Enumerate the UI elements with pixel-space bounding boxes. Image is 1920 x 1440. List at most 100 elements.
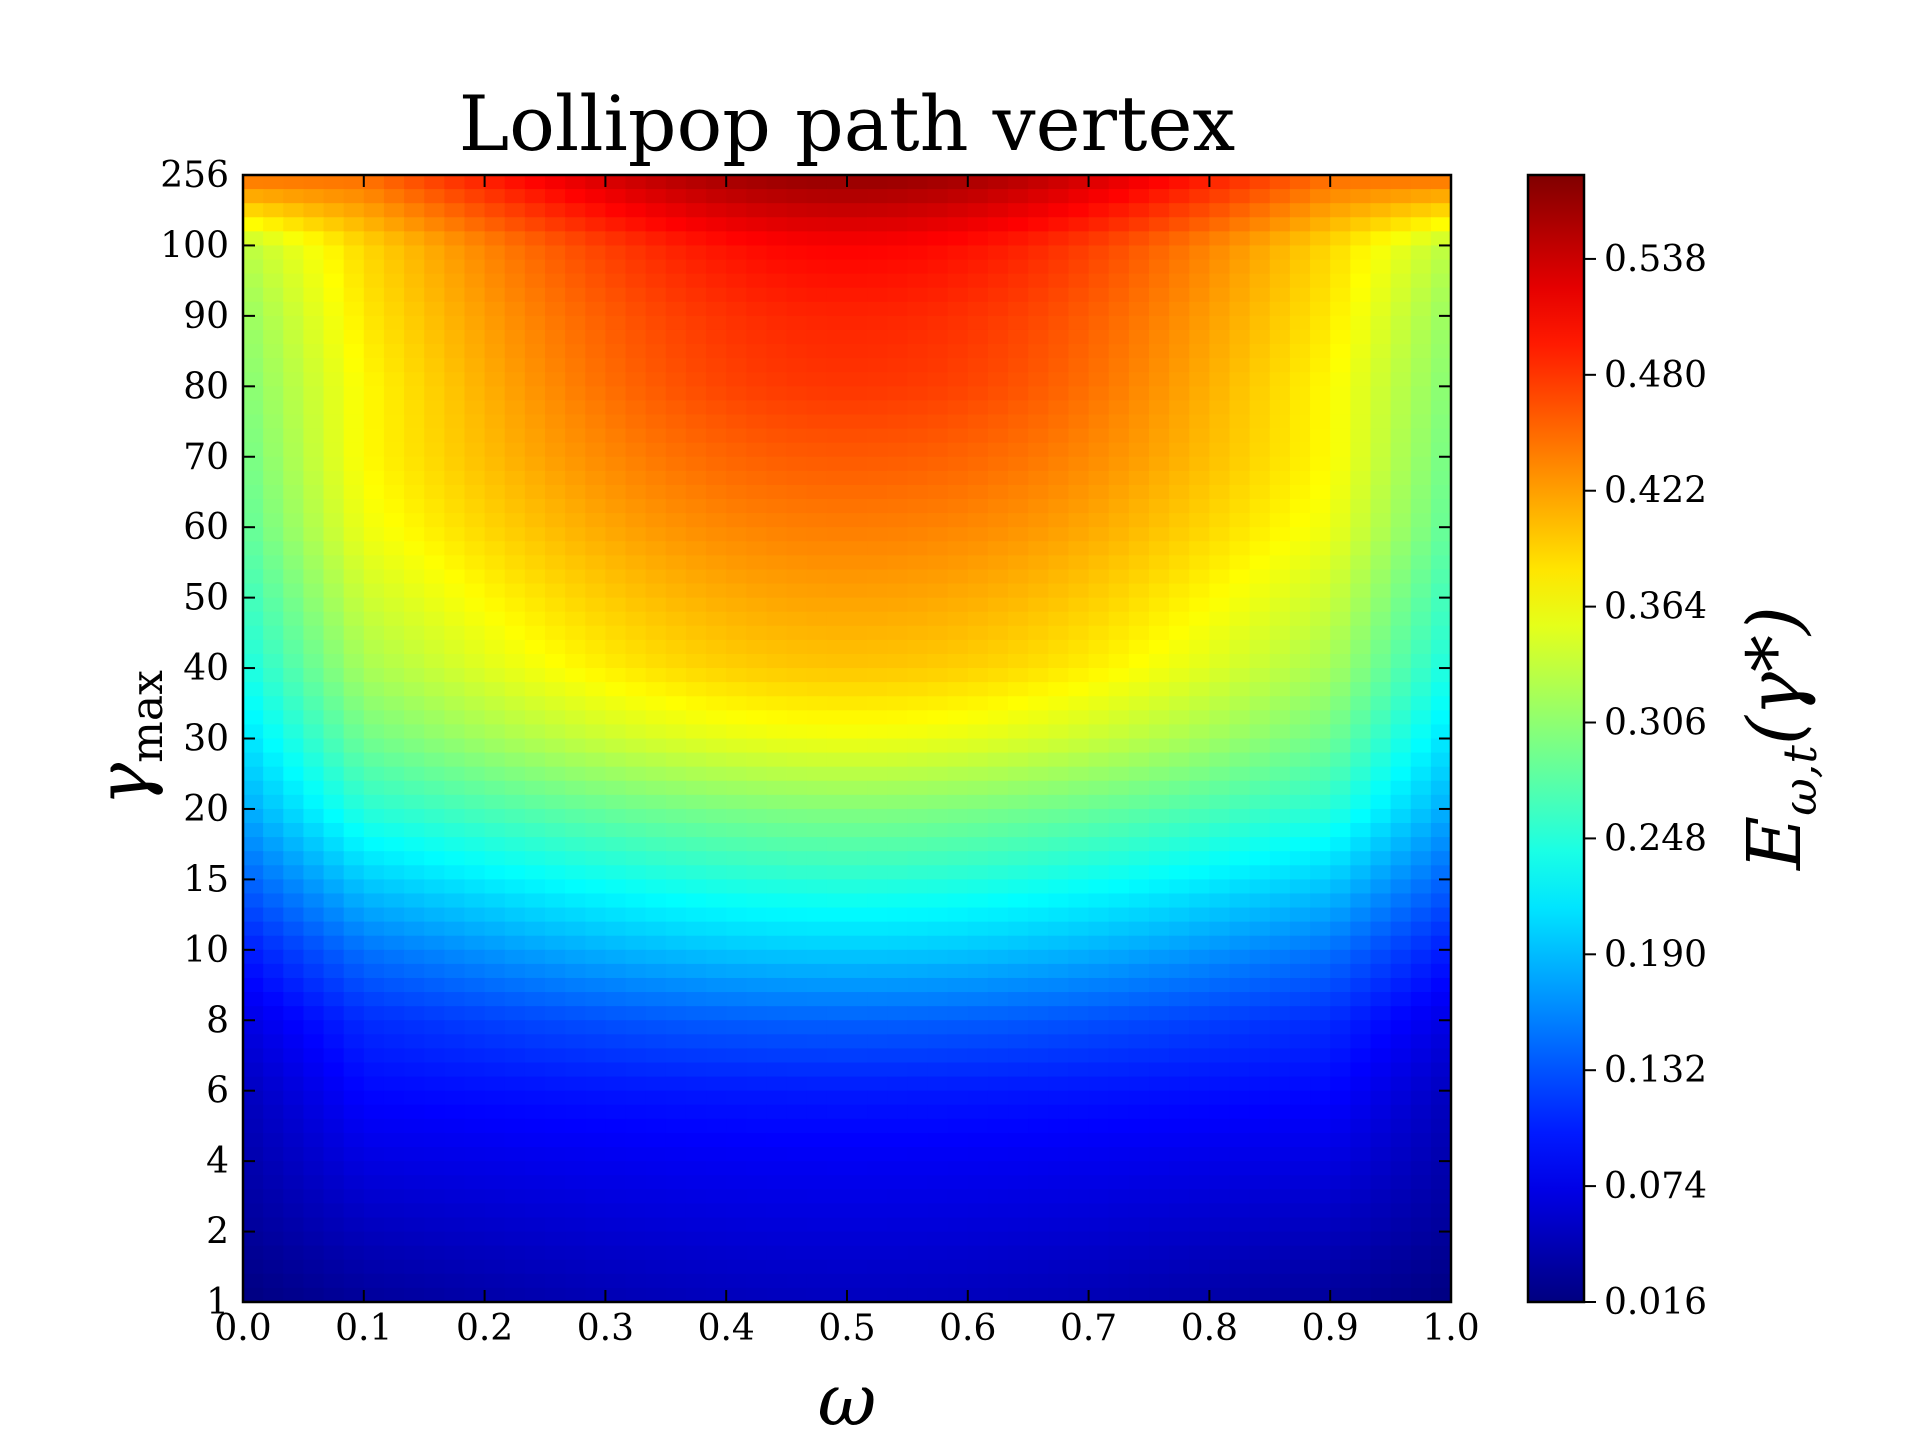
heatmap-cell (1008, 879, 1029, 895)
heatmap-cell (1189, 400, 1210, 416)
heatmap-cell (1370, 977, 1392, 993)
heatmap-cell (383, 231, 405, 247)
heatmap-cell (1269, 1231, 1291, 1247)
heatmap-cell (484, 358, 506, 373)
heatmap-cell (444, 1175, 466, 1190)
heatmap-cell (1289, 428, 1311, 444)
heatmap-cell (363, 442, 385, 458)
heatmap-cell (1430, 583, 1451, 599)
heatmap-cell (343, 1189, 365, 1204)
heatmap-cell (987, 217, 1009, 232)
heatmap-cell (464, 1104, 486, 1120)
heatmap-cell (927, 1104, 949, 1120)
heatmap-cell (323, 696, 345, 711)
heatmap-cell (1088, 766, 1110, 782)
heatmap-cell (504, 273, 526, 289)
heatmap-cell (1310, 358, 1331, 373)
heatmap-cell (605, 329, 627, 345)
heatmap-cell (665, 879, 687, 895)
heatmap-cell (1008, 696, 1029, 711)
heatmap-cell (263, 653, 284, 669)
heatmap-cell (504, 1034, 526, 1050)
heatmap-cell (343, 428, 365, 444)
heatmap-cell (967, 513, 989, 528)
heatmap-cell (464, 1062, 486, 1078)
heatmap-cell (283, 696, 304, 711)
heatmap-cell (605, 442, 627, 458)
heatmap-cell (323, 1104, 345, 1120)
heatmap-cell (605, 315, 627, 331)
heatmap-cell (907, 1118, 929, 1134)
heatmap-cell (464, 907, 486, 923)
heatmap-cell (1330, 935, 1351, 951)
heatmap-cell (806, 1147, 828, 1162)
heatmap-cell (343, 1076, 365, 1092)
heatmap-cell (645, 949, 667, 965)
heatmap-cell (545, 1132, 566, 1148)
heatmap-cell (1068, 456, 1090, 472)
heatmap-cell (887, 484, 908, 500)
heatmap-cell (806, 1161, 828, 1176)
heatmap-cell (847, 935, 868, 951)
heatmap-cell (746, 259, 768, 275)
heatmap-cell (1430, 1147, 1451, 1162)
heatmap-cell (343, 1273, 365, 1289)
heatmap-cell (444, 625, 466, 641)
heatmap-cell (343, 315, 365, 331)
heatmap-cell (263, 386, 284, 401)
heatmap-cell (1149, 1259, 1170, 1275)
heatmap-cell (1028, 837, 1049, 852)
heatmap-cell (1269, 992, 1291, 1007)
colorbar-tick-label: 0.364 (1604, 587, 1707, 628)
heatmap-cell (1289, 766, 1311, 782)
heatmap-cell (404, 1273, 425, 1289)
heatmap-cell (726, 1006, 747, 1021)
heatmap-cell (1430, 977, 1451, 993)
heatmap-cell (1008, 189, 1029, 204)
heatmap-cell (1149, 175, 1170, 190)
heatmap-cell (283, 1076, 304, 1092)
heatmap-cell (1068, 344, 1090, 359)
heatmap-cell (1229, 865, 1251, 880)
heatmap-cell (766, 1189, 788, 1204)
heatmap-cell (1410, 1104, 1432, 1120)
heatmap-cell (706, 1034, 727, 1050)
heatmap-cell (847, 907, 868, 923)
heatmap-cell (967, 1147, 989, 1162)
heatmap-cell (605, 1217, 627, 1233)
heatmap-cell (987, 569, 1009, 585)
heatmap-cell (243, 344, 264, 359)
heatmap-cell (263, 259, 284, 275)
heatmap-cell (1108, 977, 1130, 993)
heatmap-cell (1310, 893, 1331, 909)
heatmap-cell (1149, 823, 1170, 838)
heatmap-cell (283, 217, 304, 232)
heatmap-cell (947, 189, 969, 204)
heatmap-cell (464, 217, 486, 232)
heatmap-cell (1048, 583, 1070, 599)
heatmap-cell (967, 907, 989, 923)
heatmap-cell (464, 1245, 486, 1261)
heatmap-cell (826, 499, 848, 514)
heatmap-cell (826, 541, 848, 556)
heatmap-cell (1048, 1273, 1070, 1289)
heatmap-cell (303, 414, 325, 430)
heatmap-cell (283, 808, 304, 824)
heatmap-cell (444, 259, 466, 275)
heatmap-cell (1209, 470, 1231, 486)
heatmap-cell (907, 1048, 929, 1064)
heatmap-cell (1410, 935, 1432, 951)
heatmap-cell (565, 1273, 586, 1289)
heatmap-cell (927, 217, 949, 232)
heatmap-cell (1068, 329, 1090, 345)
heatmap-cell (927, 879, 949, 895)
heatmap-cell (1209, 611, 1231, 627)
heatmap-cell (263, 724, 284, 740)
heatmap-cell (1249, 1231, 1271, 1247)
heatmap-cell (685, 329, 707, 345)
heatmap-cell (766, 583, 788, 599)
heatmap-cell (464, 287, 486, 303)
heatmap-cell (887, 1062, 908, 1078)
heatmap-cell (363, 907, 385, 923)
heatmap-cell (504, 344, 526, 359)
